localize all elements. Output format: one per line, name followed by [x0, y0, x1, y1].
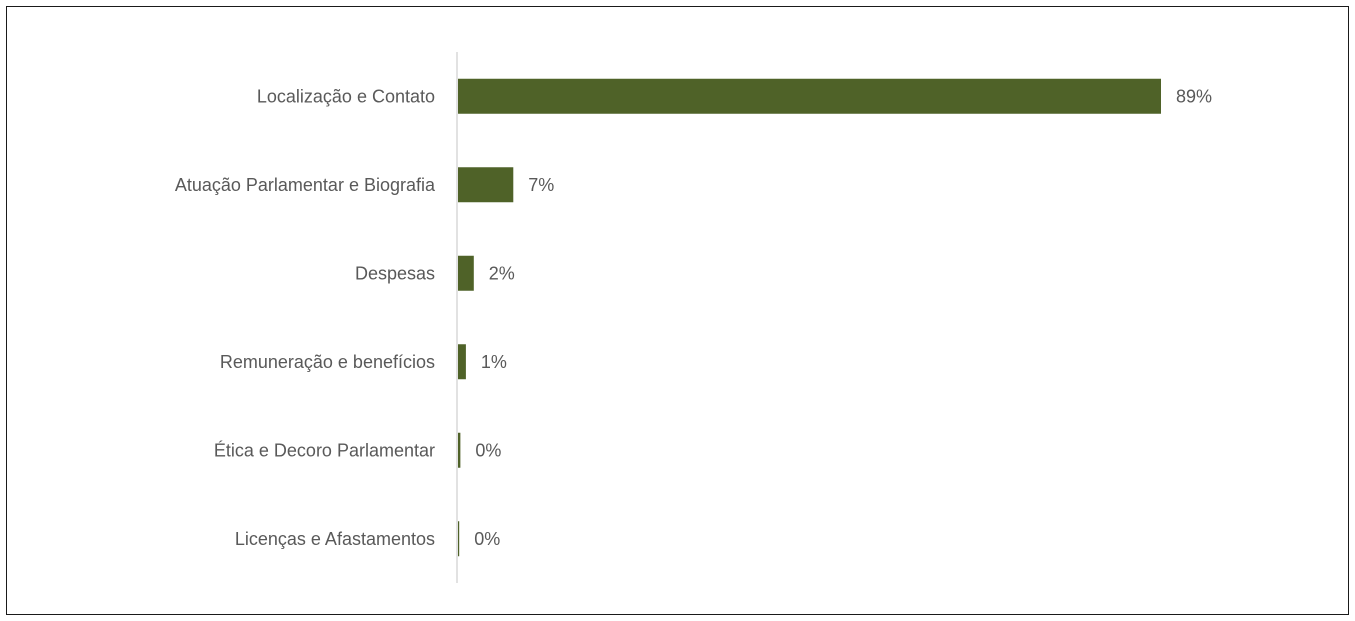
bars-group — [458, 78, 1161, 557]
category-label-5: Licenças e Afastamentos — [235, 529, 435, 549]
bar-1 — [458, 167, 514, 203]
bar-0 — [458, 78, 1161, 114]
value-labels: 89% 7% 2% 1% 0% 0% — [474, 86, 1212, 549]
value-label-2: 2% — [489, 263, 515, 283]
category-label-0: Localização e Contato — [257, 86, 435, 106]
category-label-1: Atuação Parlamentar e Biografia — [175, 175, 436, 195]
value-label-0: 89% — [1176, 86, 1212, 106]
value-label-3: 1% — [481, 352, 507, 372]
value-label-4: 0% — [475, 440, 501, 460]
bar-5 — [458, 521, 460, 557]
value-label-5: 0% — [474, 529, 500, 549]
category-labels: Localização e Contato Atuação Parlamentar… — [175, 86, 436, 549]
category-label-4: Ética e Decoro Parlamentar — [214, 440, 435, 460]
bar-3 — [458, 344, 466, 380]
bar-2 — [458, 255, 474, 291]
value-label-1: 7% — [528, 175, 554, 195]
bar-4 — [458, 432, 461, 468]
category-label-2: Despesas — [355, 263, 435, 283]
category-label-3: Remuneração e benefícios — [220, 352, 435, 372]
